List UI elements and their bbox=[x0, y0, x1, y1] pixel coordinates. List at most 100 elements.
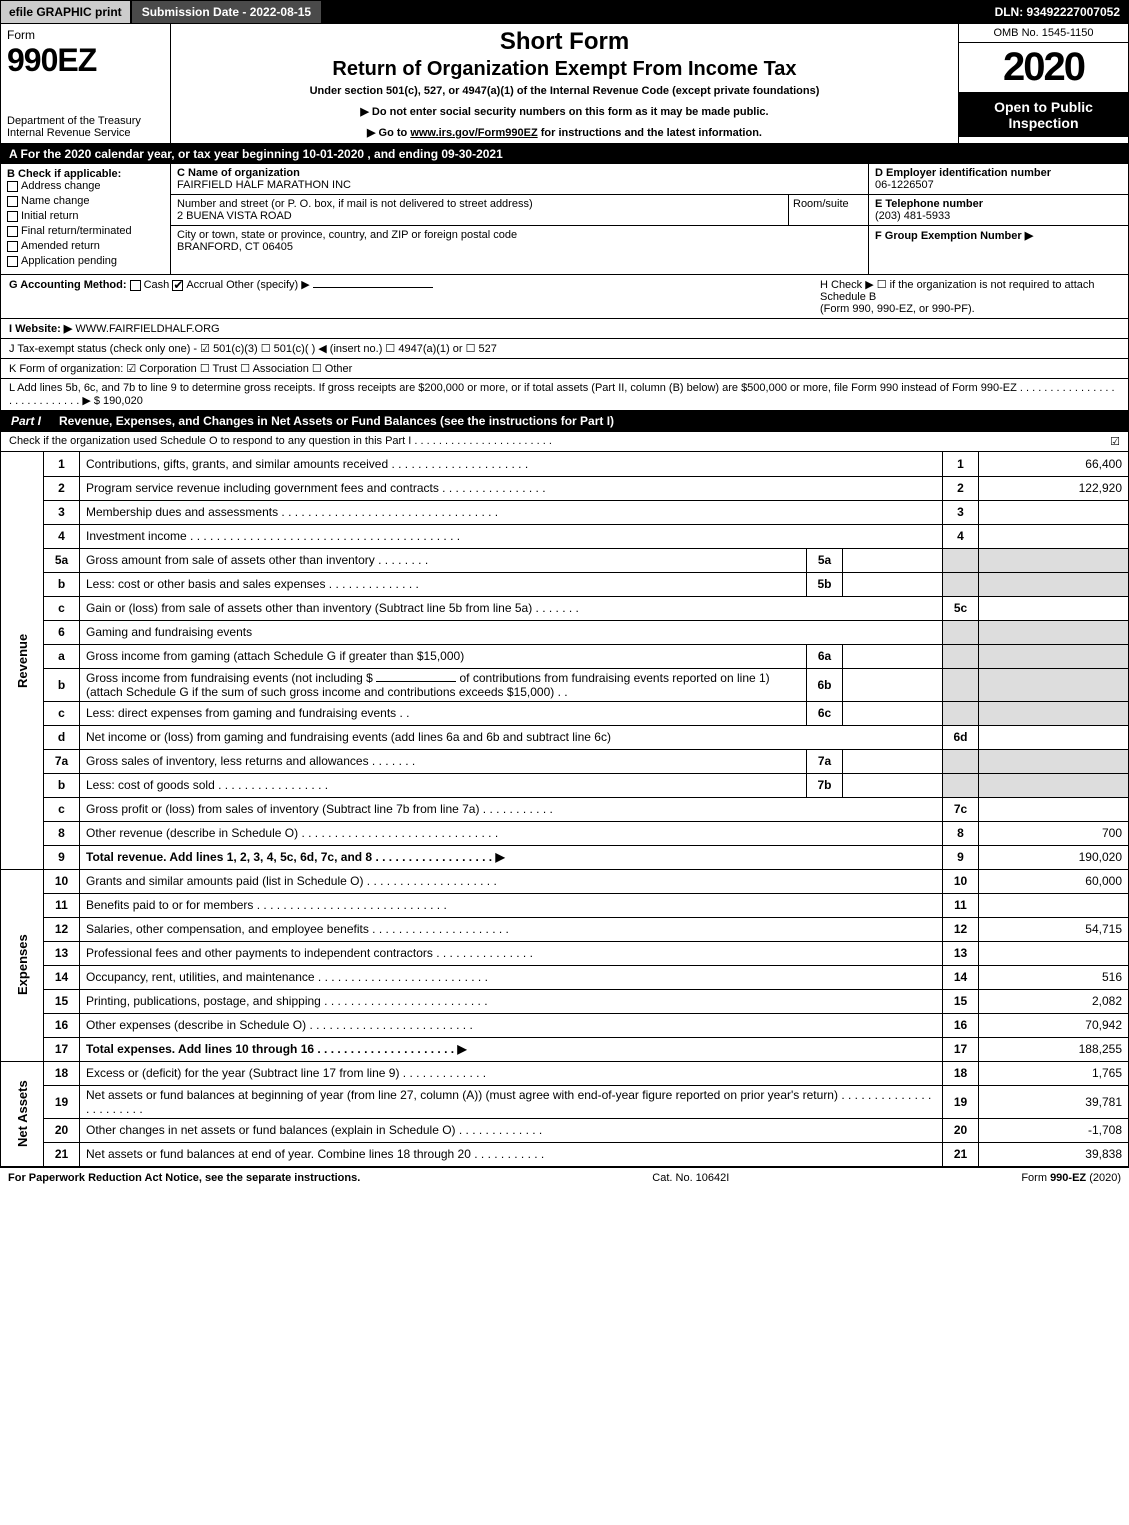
g-label: G Accounting Method: bbox=[9, 279, 127, 291]
l-text: L Add lines 5b, 6c, and 7b to line 9 to … bbox=[9, 382, 1115, 407]
chk-cash[interactable] bbox=[130, 280, 141, 291]
ein-value: 06-1226507 bbox=[875, 179, 934, 191]
org-city-row: City or town, state or province, country… bbox=[171, 226, 868, 256]
org-name-label: C Name of organization bbox=[177, 167, 300, 179]
line-3: 3Membership dues and assessments . . . .… bbox=[1, 500, 1129, 524]
l-value: 190,020 bbox=[103, 395, 143, 407]
line-6c: cLess: direct expenses from gaming and f… bbox=[1, 701, 1129, 725]
line-8-value: 700 bbox=[979, 821, 1129, 845]
other-specify-input[interactable] bbox=[313, 287, 433, 288]
omb-number: OMB No. 1545-1150 bbox=[959, 24, 1128, 43]
city-label: City or town, state or province, country… bbox=[177, 229, 517, 241]
efile-print-button[interactable]: efile GRAPHIC print bbox=[1, 1, 132, 23]
entity-info-grid: B Check if applicable: Address change Na… bbox=[0, 164, 1129, 275]
tel-value: (203) 481-5933 bbox=[875, 210, 950, 222]
section-g-h: G Accounting Method: Cash Accrual Other … bbox=[0, 275, 1129, 319]
section-k: K Form of organization: ☑ Corporation ☐ … bbox=[0, 359, 1129, 379]
section-j: J Tax-exempt status (check only one) - ☑… bbox=[0, 339, 1129, 359]
line-12: 12Salaries, other compensation, and empl… bbox=[1, 917, 1129, 941]
line-12-value: 54,715 bbox=[979, 917, 1129, 941]
part-1-bar: Part I Revenue, Expenses, and Changes in… bbox=[0, 411, 1129, 432]
line-6d: dNet income or (loss) from gaming and fu… bbox=[1, 725, 1129, 749]
section-l: L Add lines 5b, 6c, and 7b to line 9 to … bbox=[0, 379, 1129, 411]
street-label: Number and street (or P. O. box, if mail… bbox=[177, 198, 533, 210]
line-6a: aGross income from gaming (attach Schedu… bbox=[1, 644, 1129, 668]
chk-initial-return[interactable]: Initial return bbox=[7, 210, 164, 222]
line-15: 15Printing, publications, postage, and s… bbox=[1, 989, 1129, 1013]
group-exemption-row: F Group Exemption Number ▶ bbox=[869, 226, 1128, 245]
form-header-right: OMB No. 1545-1150 2020 Open to Public In… bbox=[958, 24, 1128, 143]
department-label: Department of the Treasury Internal Reve… bbox=[7, 115, 164, 139]
part-1-sub-check[interactable]: ☑ bbox=[1110, 435, 1120, 448]
line-10: Expenses 10Grants and similar amounts pa… bbox=[1, 869, 1129, 893]
part-1-sub-text: Check if the organization used Schedule … bbox=[9, 435, 552, 448]
line-1: Revenue 1 Contributions, gifts, grants, … bbox=[1, 452, 1129, 476]
section-g: G Accounting Method: Cash Accrual Other … bbox=[9, 278, 433, 291]
line-7b: bLess: cost of goods sold . . . . . . . … bbox=[1, 773, 1129, 797]
submission-date-label: Submission Date - 2022-08-15 bbox=[132, 1, 323, 23]
chk-final-return[interactable]: Final return/terminated bbox=[7, 225, 164, 237]
line-14: 14Occupancy, rent, utilities, and mainte… bbox=[1, 965, 1129, 989]
dept-treasury: Department of the Treasury bbox=[7, 115, 141, 127]
line-17: 17Total expenses. Add lines 10 through 1… bbox=[1, 1037, 1129, 1061]
ein-label: D Employer identification number bbox=[875, 167, 1051, 179]
dln-label: DLN: 93492227007052 bbox=[987, 1, 1128, 23]
line-10-value: 60,000 bbox=[979, 869, 1129, 893]
line-2: 2Program service revenue including gover… bbox=[1, 476, 1129, 500]
topbar-spacer bbox=[323, 1, 986, 23]
b-label: B Check if applicable: bbox=[7, 168, 164, 180]
website-label: I Website: ▶ bbox=[9, 323, 72, 335]
part-1-label: Part I bbox=[1, 411, 51, 431]
section-h: H Check ▶ ☐ if the organization is not r… bbox=[820, 278, 1120, 315]
line-5c: cGain or (loss) from sale of assets othe… bbox=[1, 596, 1129, 620]
open-to-public: Open to Public Inspection bbox=[959, 93, 1128, 137]
line-18-value: 1,765 bbox=[979, 1061, 1129, 1085]
top-bar: efile GRAPHIC print Submission Date - 20… bbox=[0, 0, 1129, 24]
do-not-enter-ssn: ▶ Do not enter social security numbers o… bbox=[179, 105, 950, 118]
irs-link[interactable]: www.irs.gov/Form990EZ bbox=[410, 127, 537, 139]
dept-irs: Internal Revenue Service bbox=[7, 127, 131, 139]
tax-year: 2020 bbox=[959, 43, 1128, 93]
org-name-value: FAIRFIELD HALF MARATHON INC bbox=[177, 179, 351, 191]
tax-period-bar: A For the 2020 calendar year, or tax yea… bbox=[0, 144, 1129, 164]
line-19: 19Net assets or fund balances at beginni… bbox=[1, 1085, 1129, 1118]
line-20-value: -1,708 bbox=[979, 1118, 1129, 1142]
line-2-value: 122,920 bbox=[979, 476, 1129, 500]
line-7a: 7aGross sales of inventory, less returns… bbox=[1, 749, 1129, 773]
chk-application-pending[interactable]: Application pending bbox=[7, 255, 164, 267]
goto-link-line: ▶ Go to www.irs.gov/Form990EZ for instru… bbox=[179, 126, 950, 139]
ein-row: D Employer identification number 06-1226… bbox=[869, 164, 1128, 195]
street-value: 2 BUENA VISTA ROAD bbox=[177, 210, 292, 222]
chk-amended-return[interactable]: Amended return bbox=[7, 240, 164, 252]
form-word: Form bbox=[7, 28, 164, 42]
line-14-value: 516 bbox=[979, 965, 1129, 989]
h-line1: H Check ▶ ☐ if the organization is not r… bbox=[820, 278, 1120, 303]
section-b: B Check if applicable: Address change Na… bbox=[1, 164, 171, 274]
line-6b-amount-input[interactable] bbox=[376, 681, 456, 682]
section-i: I Website: ▶ WWW.FAIRFIELDHALF.ORG bbox=[0, 319, 1129, 339]
line-1-value: 66,400 bbox=[979, 452, 1129, 476]
line-9: 9Total revenue. Add lines 1, 2, 3, 4, 5c… bbox=[1, 845, 1129, 869]
line-17-value: 188,255 bbox=[979, 1037, 1129, 1061]
goto-post: for instructions and the latest informat… bbox=[541, 127, 762, 139]
line-13: 13Professional fees and other payments t… bbox=[1, 941, 1129, 965]
line-15-value: 2,082 bbox=[979, 989, 1129, 1013]
chk-name-change[interactable]: Name change bbox=[7, 195, 164, 207]
line-5a: 5aGross amount from sale of assets other… bbox=[1, 548, 1129, 572]
footer-right: Form 990-EZ (2020) bbox=[1021, 1172, 1121, 1184]
part-1-title: Revenue, Expenses, and Changes in Net As… bbox=[51, 411, 1128, 431]
tel-label: E Telephone number bbox=[875, 198, 983, 210]
revenue-side-label: Revenue bbox=[1, 452, 44, 869]
page-footer: For Paperwork Reduction Act Notice, see … bbox=[0, 1167, 1129, 1188]
form-subtitle: Under section 501(c), 527, or 4947(a)(1)… bbox=[179, 85, 950, 97]
form-number: 990EZ bbox=[7, 42, 164, 79]
line-5b: bLess: cost or other basis and sales exp… bbox=[1, 572, 1129, 596]
chk-address-change[interactable]: Address change bbox=[7, 180, 164, 192]
form-title-2: Return of Organization Exempt From Incom… bbox=[179, 58, 950, 81]
footer-left: For Paperwork Reduction Act Notice, see … bbox=[8, 1172, 360, 1184]
city-value: BRANFORD, CT 06405 bbox=[177, 241, 293, 253]
expenses-side-label: Expenses bbox=[1, 869, 44, 1061]
room-label: Room/suite bbox=[793, 198, 849, 210]
chk-accrual[interactable] bbox=[172, 280, 183, 291]
line-4: 4Investment income . . . . . . . . . . .… bbox=[1, 524, 1129, 548]
